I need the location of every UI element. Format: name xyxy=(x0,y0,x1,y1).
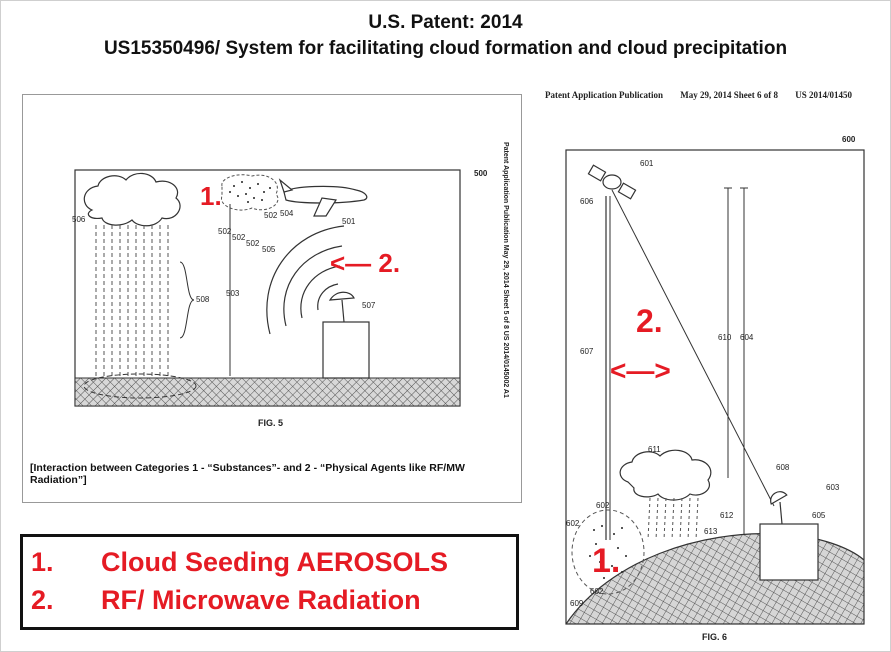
slide-subtitle: US15350496/ System for facilitating clou… xyxy=(103,38,788,59)
fig5-brace xyxy=(179,261,195,339)
fig6-satellite xyxy=(587,164,637,200)
fig6-aerosol-dots xyxy=(589,525,627,579)
fig6-marker-1: 1. xyxy=(592,542,620,580)
fig6-dish xyxy=(770,491,788,525)
fig6-arrow: <—> xyxy=(610,355,671,386)
fig6-label-603: 603 xyxy=(826,483,840,492)
fig6-label-605: 605 xyxy=(812,511,826,520)
fig5-label-508: 508 xyxy=(196,295,210,304)
fig5-label-502a: 502 xyxy=(218,227,232,236)
fig6-label-608: 608 xyxy=(776,463,790,472)
fig5-cloud xyxy=(83,172,181,227)
legend-text-2: RF/ Microwave Radiation xyxy=(101,585,421,615)
fig6-label-606: 606 xyxy=(580,197,594,206)
fig6-header-publication: Patent Application Publication xyxy=(545,90,664,100)
fig5-ground-ellipse xyxy=(83,373,197,399)
fig5-label-507: 507 xyxy=(362,301,376,310)
fig5-label-506: 506 xyxy=(72,215,86,224)
fig5-aerosol-cloud xyxy=(221,174,279,211)
fig6-figure-label: FIG. 6 xyxy=(702,632,727,642)
fig6-station xyxy=(759,523,819,581)
fig6-label-602c: 602 xyxy=(590,587,604,596)
legend-item-aerosols: 1. Cloud Seeding AEROSOLS xyxy=(31,547,448,578)
fig5-dish xyxy=(328,291,355,323)
fig5-label-505: 505 xyxy=(262,245,276,254)
fig6-page-header: Patent Application Publication May 29, 2… xyxy=(545,90,867,100)
fig5-label-502d: 502 xyxy=(264,211,278,220)
fig6-label-612: 612 xyxy=(720,511,734,520)
fig5-label-502c: 502 xyxy=(246,239,260,248)
fig6-label-601: 601 xyxy=(640,159,654,168)
fig6-header-date: May 29, 2014 Sheet 6 of 8 xyxy=(680,90,779,100)
fig6-label-602b: 602 xyxy=(566,519,580,528)
fig5-page xyxy=(22,94,522,503)
fig6-ref-600: 600 xyxy=(842,135,856,144)
fig6-label-607: 607 xyxy=(580,347,594,356)
fig5-caption: [Interaction between Categories 1 - “Sub… xyxy=(30,462,465,486)
fig6-label-611: 611 xyxy=(648,445,661,454)
fig6-header-number: US 2014/01450 xyxy=(795,90,853,100)
fig6-label-609: 609 xyxy=(570,599,584,608)
fig6-label-604: 604 xyxy=(740,333,754,342)
fig5-ground xyxy=(74,377,461,407)
fig5-radio-waves xyxy=(266,225,345,335)
fig6-label-602a: 602 xyxy=(596,501,610,510)
fig5-figure-label: FIG. 5 xyxy=(258,418,283,428)
fig5-station xyxy=(322,321,370,379)
fig5-label-504: 504 xyxy=(280,209,294,218)
legend-box: 1. Cloud Seeding AEROSOLS 2. RF/ Microwave… xyxy=(20,534,519,630)
fig5-airplane xyxy=(278,178,368,217)
legend-num-2: 2. xyxy=(31,585,54,615)
legend-text-1: Cloud Seeding AEROSOLS xyxy=(101,547,449,577)
fig6-aerosol-region xyxy=(571,509,645,595)
fig5-marker-1: 1. xyxy=(200,181,222,211)
fig5-marker-2: <— 2. xyxy=(330,248,400,278)
fig5-side-header: Patent Application Publication May 29, 2… xyxy=(502,142,509,398)
fig6-beam-line xyxy=(611,189,775,507)
fig5-ref-500: 500 xyxy=(474,169,488,178)
fig5-label-502b: 502 xyxy=(232,233,246,242)
fig6-label-613: 613 xyxy=(704,527,718,536)
fig5-label-503: 503 xyxy=(226,289,240,298)
fig6-cloud xyxy=(619,449,712,501)
fig6-label-610: 610 xyxy=(718,333,732,342)
fig5-aerosol-dots xyxy=(229,181,271,203)
fig5-label-501: 501 xyxy=(342,217,356,226)
legend-num-1: 1. xyxy=(31,547,54,577)
legend-item-radiation: 2. RF/ Microwave Radiation xyxy=(31,585,421,616)
slide-title: U.S. Patent: 2014 xyxy=(368,12,523,33)
fig6-marker-2: 2. xyxy=(636,303,663,339)
fig6-rain xyxy=(647,497,699,541)
